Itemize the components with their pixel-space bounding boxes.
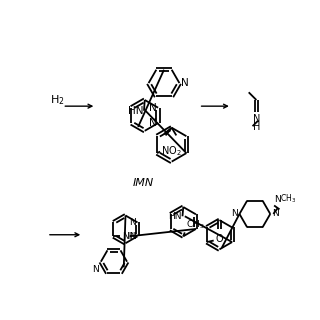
Text: CH$_3$: CH$_3$ [186, 218, 204, 231]
Text: N: N [129, 232, 136, 241]
Text: N: N [92, 265, 99, 274]
Text: NO$_2$: NO$_2$ [161, 145, 181, 158]
Text: N: N [274, 195, 281, 204]
Text: CH$_3$: CH$_3$ [279, 192, 296, 205]
Text: H: H [253, 122, 261, 132]
Text: IMN: IMN [132, 178, 154, 188]
Text: N: N [253, 114, 260, 124]
Text: NH: NH [122, 232, 135, 241]
Text: HN: HN [168, 212, 182, 221]
Text: O: O [216, 234, 223, 244]
Text: N: N [231, 210, 238, 219]
Text: N: N [129, 218, 136, 227]
Text: H$_2$: H$_2$ [50, 93, 65, 107]
Text: HN: HN [128, 106, 143, 116]
Text: N: N [149, 103, 156, 113]
Text: N: N [272, 210, 278, 219]
Text: N: N [149, 118, 156, 128]
Text: N: N [181, 78, 189, 88]
